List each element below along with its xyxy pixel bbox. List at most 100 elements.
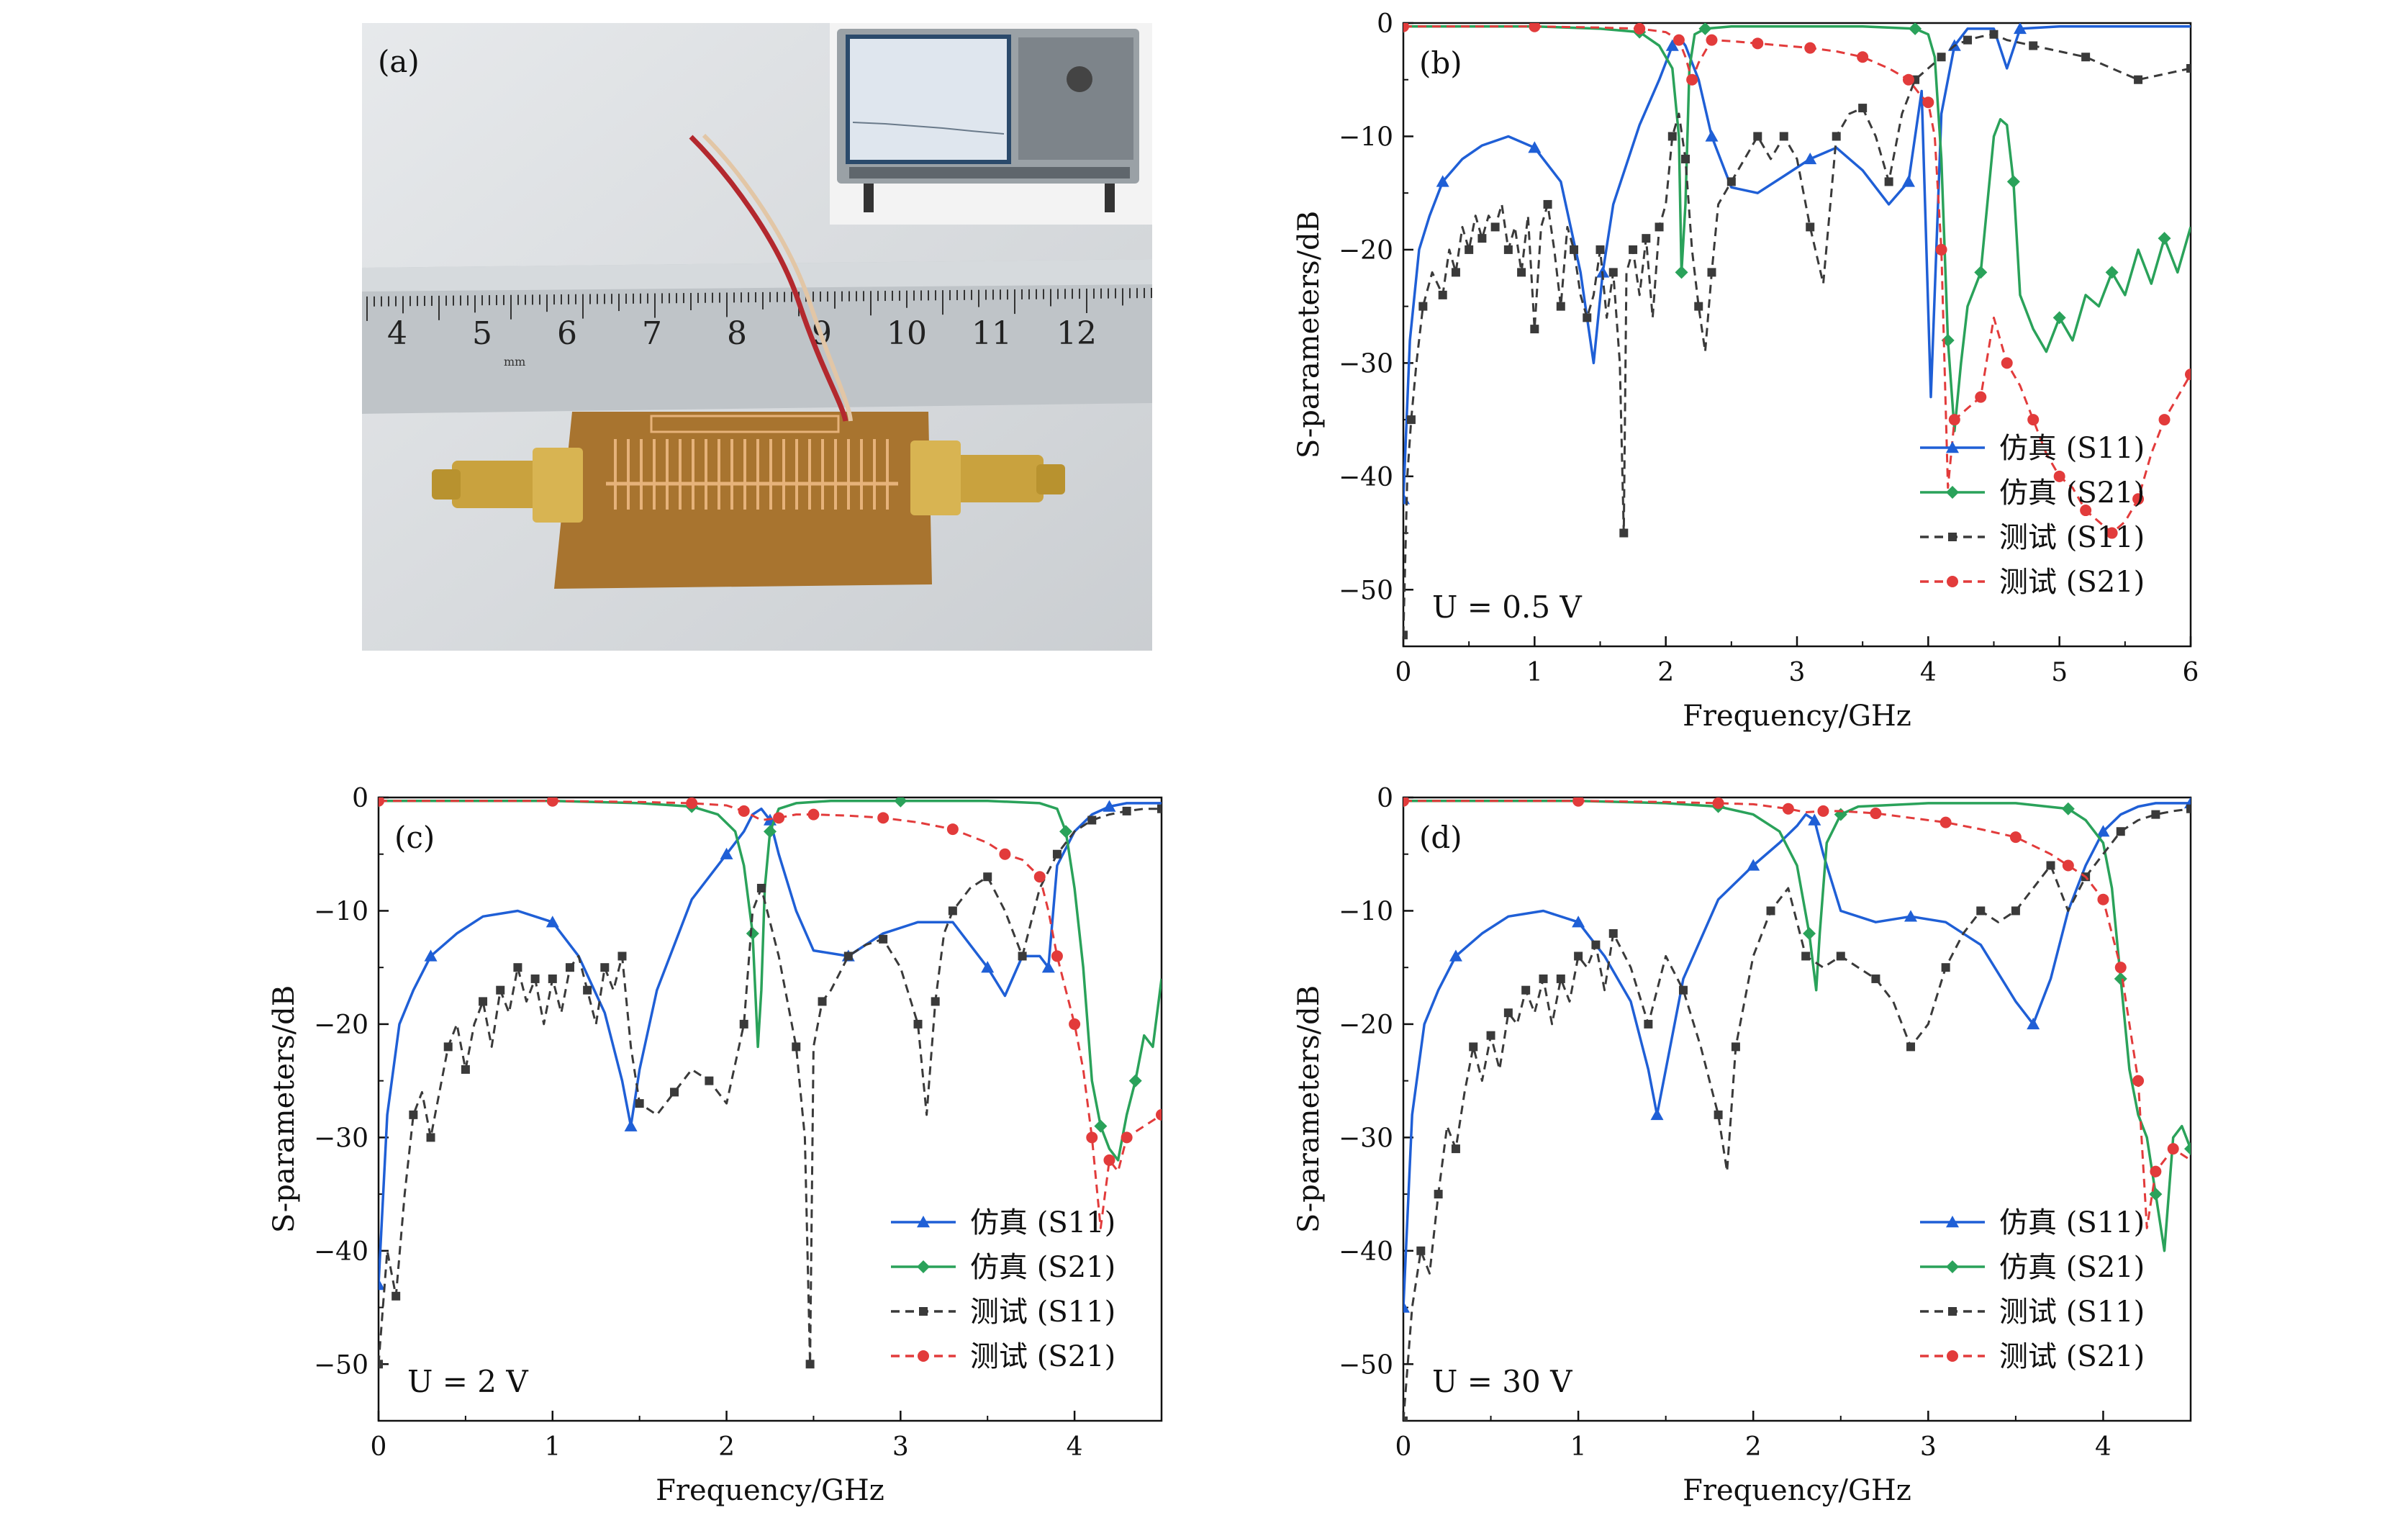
data-point [2027,414,2040,426]
data-point [2080,505,2092,517]
sma-connector-right [910,440,1065,515]
data-point [1517,268,1526,277]
data-point [1086,1131,1098,1144]
data-point [496,985,505,995]
data-point [1503,245,1513,254]
data-point [2114,962,2127,974]
data-point [756,883,766,892]
x-tick-label: 4 [2095,1432,2111,1462]
ruler-number: 7 [642,315,662,352]
data-point [2184,1142,2191,1156]
data-point [1451,268,1460,277]
data-point [818,997,827,1006]
panel-label: (d) [1419,820,1462,855]
data-point [2001,357,2013,369]
data-point [1403,492,1410,505]
y-axis-label: S-parameters/dB [1293,211,1326,458]
data-point [1469,1042,1478,1052]
x-axis-label: Frequency/GHz [1683,1474,1911,1507]
x-tick-label: 4 [1920,658,1937,687]
data-point [1678,985,1688,995]
y-tick-label: −50 [1339,576,1393,605]
data-point [2105,266,2119,279]
data-point [1591,940,1601,949]
ruler-number: 5 [472,315,492,352]
data-point [1705,130,1719,142]
data-point [981,961,995,973]
data-point [1675,266,1688,279]
data-point [1937,53,1946,62]
data-point [1834,808,1847,821]
data-point [1629,245,1638,254]
ruler-number: 12 [1056,315,1097,352]
y-tick-label: −40 [1339,463,1393,492]
series-group [1403,797,2191,1421]
data-point [1521,985,1531,995]
data-point [764,825,777,839]
data-point [1665,39,1679,51]
x-tick-label: 2 [718,1432,735,1462]
data-point [1418,302,1428,311]
legend-label: 仿真 (S21) [1999,476,2145,510]
data-point [1871,974,1880,983]
data-point [2011,906,2020,916]
photo-panel: 4 5 6 7 8 9 10 11 12 mm (a) [362,23,1152,651]
y-tick-label: 0 [1377,784,1393,813]
data-point [1403,23,1409,32]
data-point [1528,141,1542,153]
data-point [1726,177,1736,186]
data-point [1808,813,1821,826]
data-point [2158,414,2171,426]
data-point [1041,961,1055,973]
chart-d: 0 1 2 3 4 0 −10 −20 −30 −40 −50 Frequency/GHz S-para… [1293,784,2192,1507]
data-point [1714,1110,1723,1119]
data-point [1975,391,1987,403]
data-point [738,805,750,817]
y-tick-label: −20 [314,1011,368,1040]
data-point [1806,222,1815,232]
data-point [1681,154,1690,163]
data-point [1451,1144,1460,1154]
data-point [424,949,438,962]
data-point [426,1133,435,1142]
data-point [983,872,992,882]
series-line-4 [1403,25,2191,534]
x-tick-label: 0 [1395,1432,1412,1462]
legend-marker [918,1350,929,1362]
data-point [624,1119,638,1131]
data-point [1539,974,1548,983]
data-point [2053,470,2065,482]
x-tick-label: 0 [1395,658,1412,687]
data-point [2132,493,2145,505]
data-point [1503,1008,1513,1018]
data-point [1706,34,1718,46]
series-group [379,797,1162,1369]
data-point [1530,325,1539,334]
ruler-number: 8 [727,315,747,352]
data-point [1094,1119,1108,1133]
data-point [1529,23,1541,32]
data-point [583,985,592,995]
x-tick-label: 3 [892,1432,909,1462]
data-point [773,812,785,824]
chart-c: 0 1 2 3 4 0 −10 −20 −30 −40 −50 Frequency/GHz S-para… [268,784,1163,1507]
y-tick-label: −40 [314,1237,368,1267]
y-tick-label: −40 [1339,1237,1393,1267]
data-point [1779,132,1788,141]
bias-wire-light [702,133,853,422]
data-point [1884,177,1893,186]
x-tick-label: 2 [1745,1432,1762,1462]
ruler: 4 5 6 7 8 9 10 11 12 mm [362,259,1152,414]
x-tick-label: 3 [1920,1432,1937,1462]
series-line-3 [379,808,1162,1365]
data-point [1018,952,1027,961]
data-point [2186,63,2191,73]
data-point [1436,175,1449,187]
data-point [1753,132,1762,141]
data-point [2186,804,2191,813]
data-point [670,1088,679,1097]
series-line-2 [379,799,1162,1162]
series-line-4 [379,800,1162,1229]
plot-frame [1402,796,2192,1422]
data-point [2061,802,2075,815]
